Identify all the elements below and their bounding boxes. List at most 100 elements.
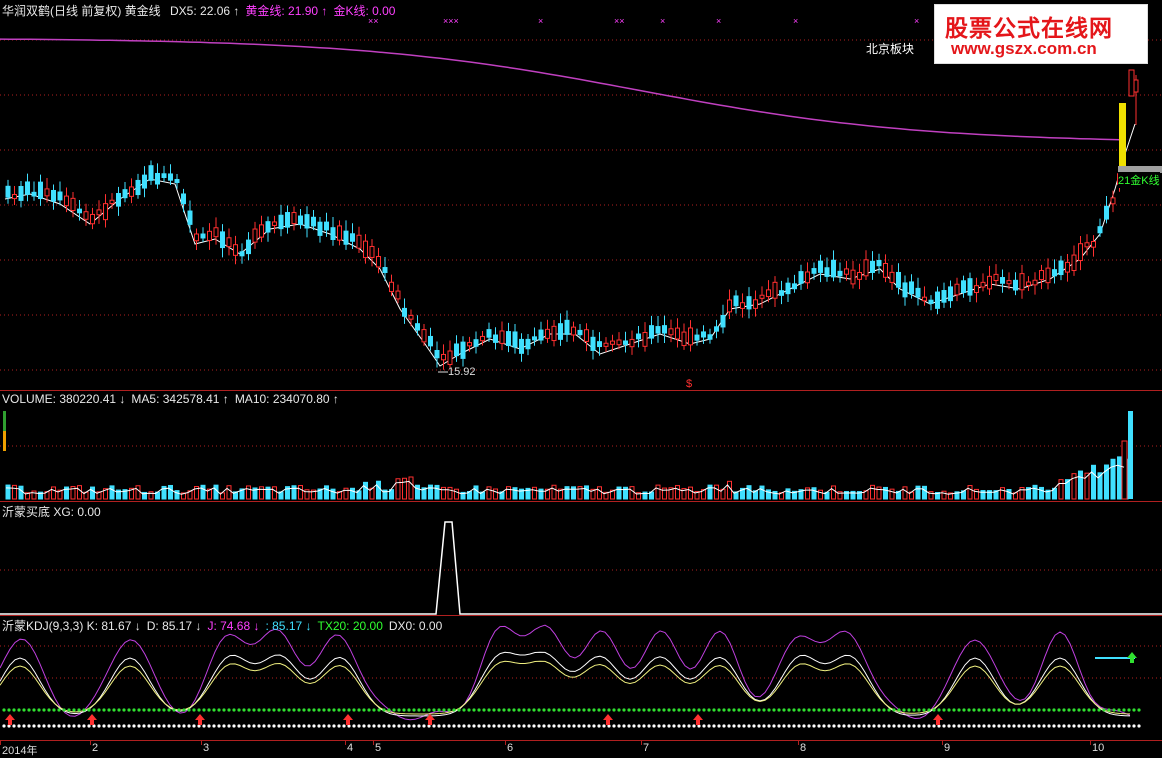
dx0-dot	[597, 724, 601, 728]
dx0-dot	[1012, 724, 1016, 728]
dx0-dot	[862, 724, 866, 728]
tx20-dot	[142, 708, 146, 712]
candle-up	[12, 193, 17, 200]
tx20-dot	[997, 708, 1001, 712]
candle-up	[844, 268, 849, 275]
volume-bar-down	[1032, 484, 1038, 500]
tx20-dot	[467, 708, 471, 712]
date-tick-mark	[0, 741, 1, 745]
dx0-dot	[472, 724, 476, 728]
tx20-dot	[932, 708, 936, 712]
dx0-dot	[27, 724, 31, 728]
dx0-dot	[167, 724, 171, 728]
candle-up	[1019, 273, 1025, 291]
tx20-dot	[1027, 708, 1031, 712]
tx20-dot	[697, 708, 701, 712]
candle-down	[402, 307, 407, 317]
tx20-dot	[1137, 708, 1141, 712]
tx20-dot	[1047, 708, 1051, 712]
volume-bar-down	[1026, 487, 1031, 500]
candle-up	[44, 188, 50, 197]
dx0-dot	[322, 724, 326, 728]
dx0-dot	[507, 724, 511, 728]
tx20-dot	[322, 708, 326, 712]
dx0-dot	[407, 724, 411, 728]
candle-down	[220, 231, 225, 249]
volume-bar-down	[350, 487, 355, 500]
signal-marker: ××	[614, 16, 625, 26]
dx0-dot	[107, 724, 111, 728]
tx20-dot	[437, 708, 441, 712]
volume-bar-down	[740, 487, 745, 500]
candle-up	[467, 342, 472, 347]
dx0-dot	[132, 724, 136, 728]
volume-chart[interactable]	[0, 391, 1162, 501]
tx20-dot	[202, 708, 206, 712]
kdj-indicator-3: : 85.17 ↓	[265, 619, 312, 633]
signal-marker: ×××	[443, 16, 459, 26]
candle-down	[1097, 226, 1103, 234]
tx20-dot	[472, 708, 476, 712]
kdj-chart[interactable]	[0, 616, 1162, 740]
volume-bar-up	[590, 488, 596, 500]
volume-bar-up	[135, 485, 141, 500]
tx20-dot	[317, 708, 321, 712]
dx0-dot	[252, 724, 256, 728]
tx20-dot	[947, 708, 951, 712]
volume-panel[interactable]: VOLUME: 380220.41 ↓ MA5: 342578.41 ↑ MA10:…	[0, 391, 1162, 501]
dx0-dot	[982, 724, 986, 728]
volume-bar-up	[948, 492, 953, 500]
candle-down	[31, 191, 37, 197]
candle-up	[889, 271, 895, 283]
dx0-dot	[422, 724, 426, 728]
volume-bar-down	[1065, 479, 1070, 500]
candle-up	[1110, 197, 1116, 205]
price-chart[interactable]: ×× ××× × ×× × × × ×$	[0, 0, 1162, 390]
sector-label[interactable]: 北京板块	[866, 42, 915, 56]
price-panel[interactable]: ×× ××× × ×× × × × × $ 华润双鹤(日线 前复权) 黄金线 DX5: 22.0…	[0, 0, 1162, 390]
date-axis[interactable]: 2014年 2 3 4 5 6 7 8 9 10	[0, 740, 1162, 757]
xg-panel[interactable]: 沂蒙买底 XG: 0.00	[0, 502, 1162, 615]
volume-bar-up	[12, 484, 17, 500]
dx0-dot	[752, 724, 756, 728]
candle-down	[694, 334, 700, 341]
volume-bar-up	[532, 486, 537, 500]
volume-bar-up	[408, 476, 414, 500]
candle-up	[993, 273, 999, 282]
tx20-dot	[1127, 708, 1131, 712]
tx20-dot	[762, 708, 766, 712]
volume-bar-up	[545, 488, 550, 500]
candle-up	[727, 299, 732, 313]
tx20-dot	[87, 708, 91, 712]
xg-chart[interactable]	[0, 502, 1162, 615]
volume-bar-up	[246, 485, 251, 500]
candle-down	[460, 341, 466, 359]
date-tick-mark	[90, 741, 91, 745]
tx20-dot	[237, 708, 241, 712]
tx20-dot	[892, 708, 896, 712]
tx20-dot	[512, 708, 516, 712]
dx0-dot	[207, 724, 211, 728]
volume-bar-down	[330, 488, 336, 500]
dx0-dot	[417, 724, 421, 728]
up-arrow-icon	[1127, 652, 1137, 663]
volume-bar-up	[226, 485, 232, 500]
kdj-panel[interactable]: 沂蒙KDJ(9,3,3) K: 81.67 ↓ D: 85.17 ↓ J: 74.6…	[0, 616, 1162, 740]
volume-bar-up	[837, 491, 843, 500]
volume-bar-up	[207, 488, 212, 500]
candle-up	[974, 285, 979, 293]
dx0-dot	[947, 724, 951, 728]
tx20-dot	[122, 708, 126, 712]
candle-up	[376, 256, 381, 268]
candle-down	[649, 325, 654, 339]
candle-up	[363, 240, 368, 259]
tx20-dot	[1067, 708, 1071, 712]
volume-bar-up	[441, 486, 446, 500]
candle-down	[311, 216, 316, 227]
tx20-dot	[362, 708, 366, 712]
candle-down	[330, 227, 336, 240]
dx0-dot	[1022, 724, 1026, 728]
candle-down	[909, 281, 914, 295]
volume-bar-up	[941, 490, 947, 500]
tx20-dot	[1072, 708, 1076, 712]
